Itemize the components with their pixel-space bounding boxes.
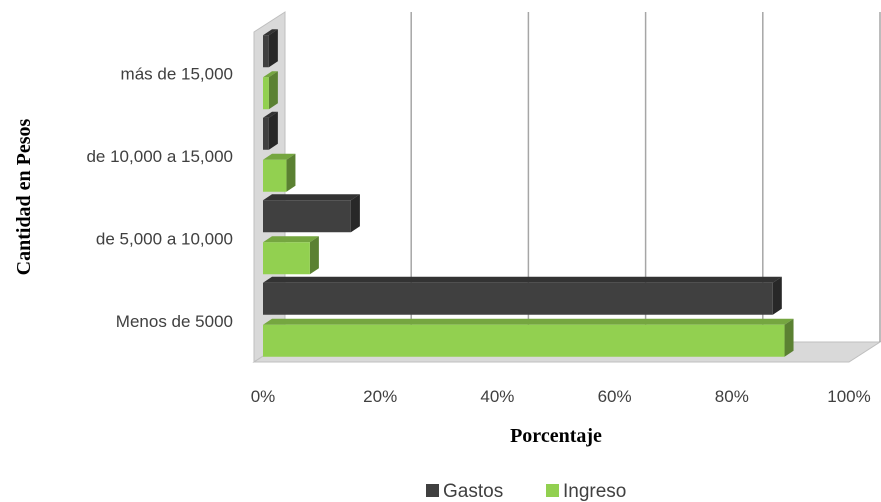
bar-ingreso-2 [263, 153, 296, 192]
y-axis-title: Cantidad en Pesos [13, 118, 35, 275]
bar-front-face [263, 242, 310, 275]
legend: Gastos Ingreso [426, 481, 626, 502]
x-tick-label: 0% [251, 387, 276, 406]
legend-label-ingreso: Ingreso [563, 481, 626, 502]
category-label: de 5,000 a 10,000 [96, 229, 233, 248]
category-label: de 10,000 a 15,000 [86, 147, 233, 166]
bar-side-face [772, 276, 782, 315]
bar-ingreso-1 [263, 236, 319, 275]
bar-side-face [309, 236, 319, 275]
bar-front-face [263, 200, 351, 233]
x-tick-labels: 0% 20% 40% 60% 80% 100% [251, 387, 871, 406]
bar-front-face [263, 159, 287, 192]
category-label: más de 15,000 [121, 64, 233, 83]
bar-side-face [268, 111, 278, 150]
legend-swatch-gastos [426, 484, 439, 497]
bar-front-face [263, 77, 269, 110]
bar-gastos-1 [263, 194, 360, 233]
bar-top-face [263, 29, 278, 36]
category-labels: Menos de 5000 de 5,000 a 10,000 de 10,000 … [86, 64, 233, 331]
bar-front-face [263, 117, 269, 150]
x-tick-label: 60% [598, 387, 632, 406]
back-wall [285, 12, 880, 342]
x-tick-label: 80% [715, 387, 749, 406]
bar-gastos-0 [263, 276, 782, 315]
bar-top-face [263, 236, 319, 243]
legend-swatch-ingreso [546, 484, 559, 497]
bar-top-face [263, 276, 782, 283]
bar-gastos-2 [263, 111, 278, 150]
bar-ingreso-3 [263, 71, 278, 110]
legend-label-gastos: Gastos [443, 481, 503, 502]
bar-side-face [268, 71, 278, 110]
bar-side-face [286, 153, 296, 192]
x-axis-title: Porcentaje [510, 425, 602, 447]
bar-top-face [263, 194, 360, 201]
bar-top-face [263, 71, 278, 78]
bar-side-face [350, 194, 360, 233]
bar-top-face [263, 111, 278, 118]
x-tick-label: 40% [480, 387, 514, 406]
bar-front-face [263, 282, 773, 315]
bar-gastos-3 [263, 29, 278, 68]
bar-side-face [784, 318, 794, 357]
bar-ingreso-0 [263, 318, 794, 357]
bar-side-face [268, 29, 278, 68]
bar-front-face [263, 35, 269, 68]
bar-front-face [263, 324, 785, 357]
bars [263, 29, 794, 357]
x-tick-label: 20% [363, 387, 397, 406]
x-tick-label: 100% [827, 387, 870, 406]
bar-top-face [263, 318, 794, 325]
bar-top-face [263, 153, 296, 160]
category-label: Menos de 5000 [116, 312, 233, 331]
